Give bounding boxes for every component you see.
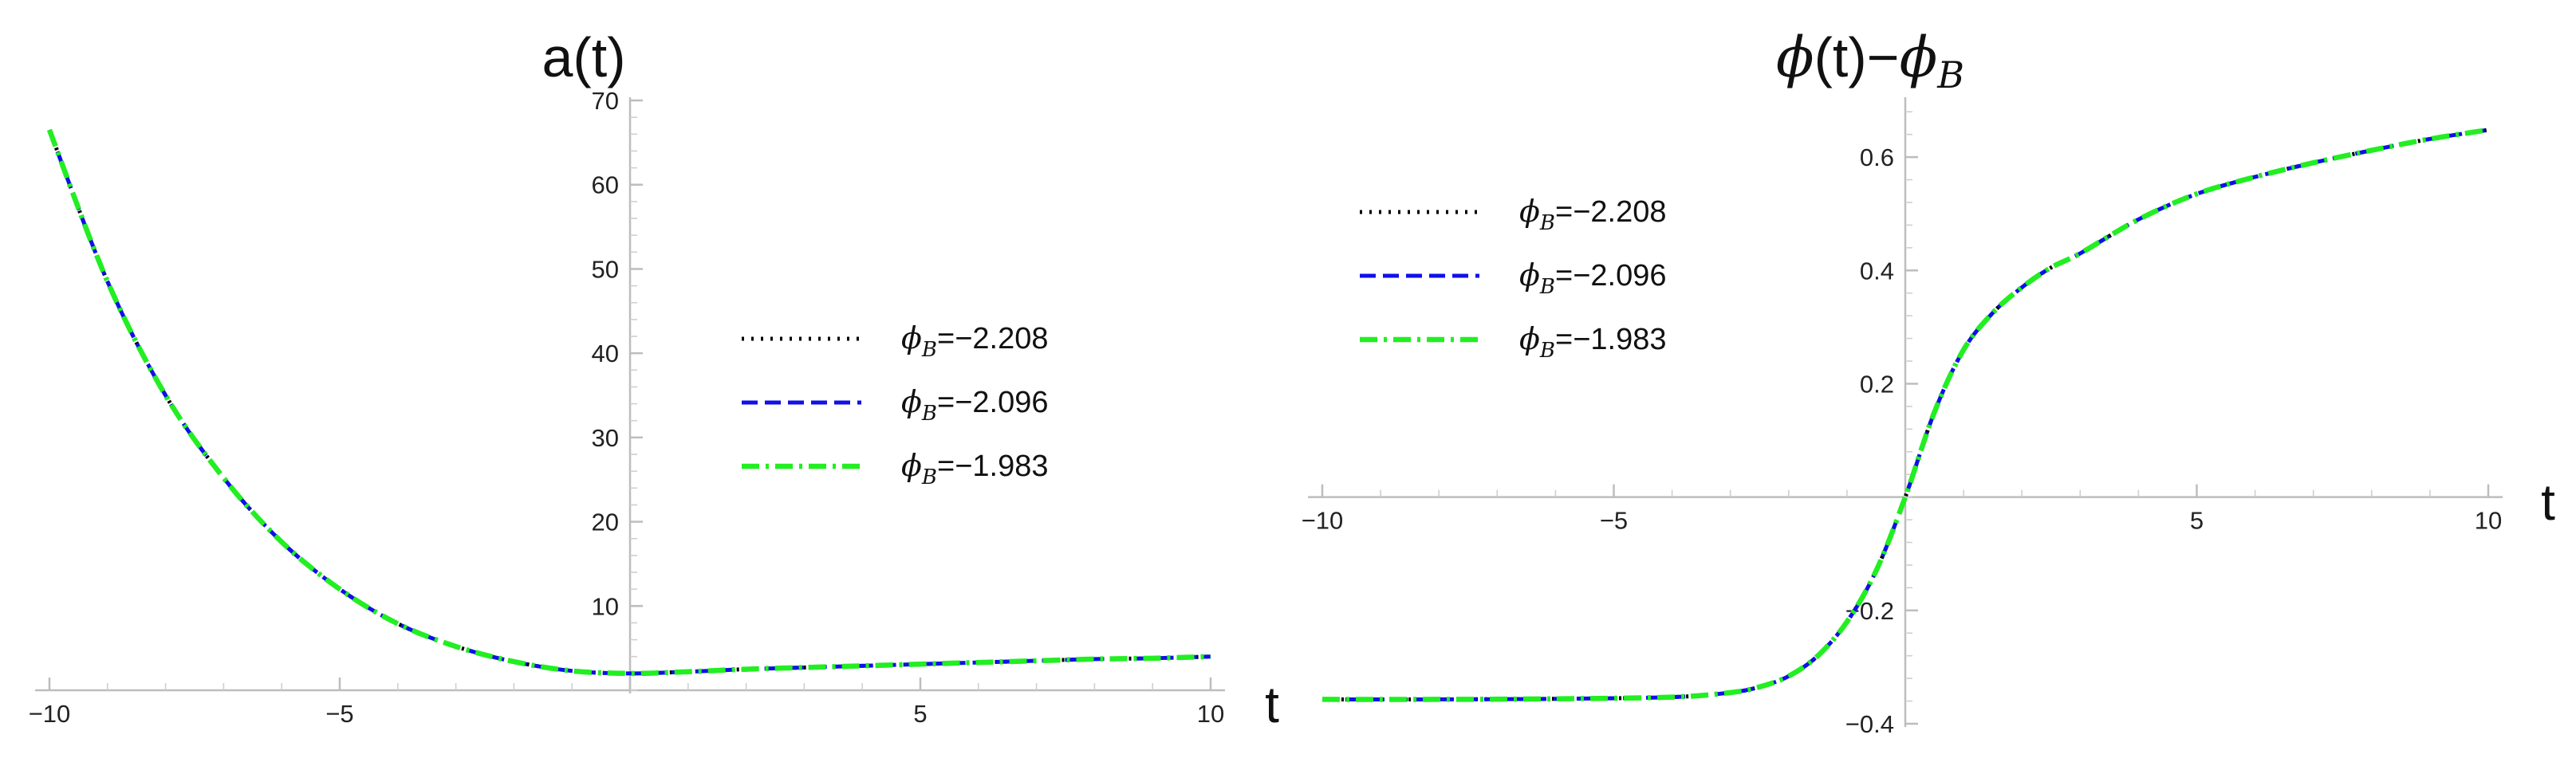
legend-label-0: ϕB=−2.208 [901,320,1049,362]
x-tick-label: 10 [1197,700,1224,728]
series-line-2 [46,128,1211,677]
legend: ϕB=−2.208 ϕB=−2.096 ϕB=−1.983 [1360,194,1667,363]
x-tick-label: 5 [913,700,927,728]
x-axis-label: t [1265,676,1279,733]
y-tick-label: 20 [592,509,619,536]
y-tick-label: 0.4 [1860,257,1894,285]
legend: ϕB=−2.208 ϕB=−2.096 ϕB=−1.983 [742,320,1049,489]
title-phi-2: ϕ [1900,25,1938,90]
x-tick-label: −5 [325,700,353,728]
y-tick-label: 0.2 [1860,370,1894,398]
legend-label-1: ϕB=−2.096 [1519,257,1667,299]
y-tick-label: 60 [592,171,619,199]
y-tick-label: 50 [592,255,619,283]
x-tick-label: 5 [2190,507,2204,535]
y-tick-label: 0.6 [1860,143,1894,171]
y-tick-label: 10 [592,592,619,620]
legend-label-2: ϕB=−1.983 [1519,321,1667,363]
legend-label-1: ϕB=−2.096 [901,384,1049,426]
y-tick-label: −0.4 [1845,710,1894,738]
title-sub: B [1936,53,1964,96]
y-tick-label: 70 [592,87,619,115]
x-axis-label: t [2541,473,2555,531]
curves [1321,127,2489,702]
x-tick-label: 10 [2475,507,2502,535]
title-phi: ϕ [1776,25,1814,90]
axes: −10 −5 5 10 10 20 30 40 50 60 70 [29,87,1225,728]
y-tick-label: 40 [592,340,619,367]
y-tick-label: 30 [592,424,619,452]
x-tick-label: −10 [29,700,71,728]
legend-label-2: ϕB=−1.983 [901,448,1049,489]
title-arg: (t)− [1814,26,1900,88]
x-tick-label: −10 [1302,507,1344,535]
axes: −10 −5 5 10−0.4−0.20.20.40.6 [1302,97,2503,738]
chart-title: ϕ(t)−ϕB [1776,25,1964,96]
legend-label-0: ϕB=−2.208 [1519,194,1667,235]
x-tick-label: −5 [1600,507,1628,535]
chart-phi-of-t: ϕ(t)−ϕB t −10 −5 5 10−0.4−0.20.20.40.6 ϕB=−… [1302,25,2555,738]
series-line-2 [1321,127,2489,702]
chart-title: a(t) [542,26,626,88]
curves [46,128,1211,677]
